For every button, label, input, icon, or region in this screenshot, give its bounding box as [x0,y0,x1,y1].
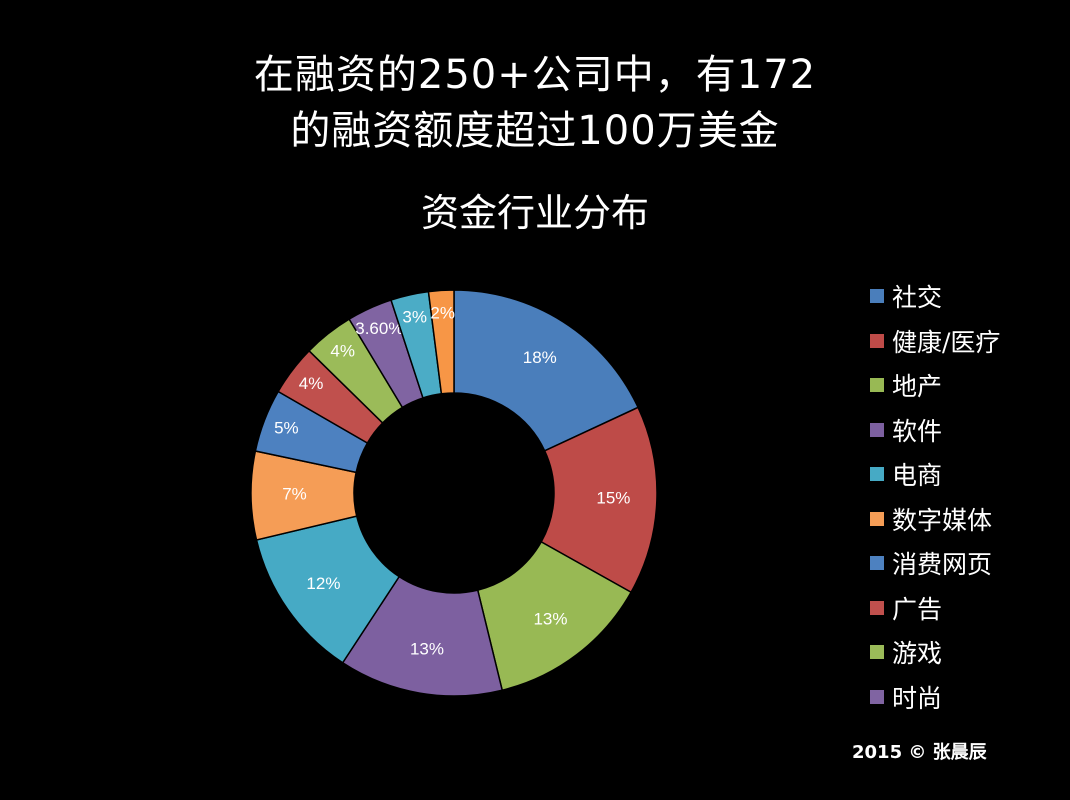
legend-label-6: 消费网页 [892,550,993,580]
legend-label-4: 电商 [892,461,943,491]
data-label-6: 5% [274,418,299,437]
doughnut-slice-0 [453,289,640,452]
headline-line-2: 的融资额度超过100万美金 [290,108,780,154]
legend-label-2: 地产 [892,372,943,402]
legend-item-0: 社交 [870,274,1060,319]
data-label-3: 13% [410,640,444,659]
data-label-7: 4% [299,374,324,393]
legend-label-3: 软件 [892,416,943,446]
doughnut-slice-2 [476,540,633,692]
data-label-2: 13% [533,609,567,628]
legend-swatch-6 [870,556,884,571]
legend-swatch-0 [870,289,884,304]
legend-swatch-8 [870,645,884,660]
legend-item-1: 健康/医疗 [870,319,1060,364]
data-label-4: 12% [306,574,340,593]
legend-label-7: 广告 [892,594,943,624]
data-label-9: 3.60% [355,319,403,338]
legend-item-3: 软件 [870,408,1060,453]
legend-swatch-2 [870,378,884,393]
legend-label-9: 时尚 [892,683,943,713]
headline-line-1: 在融资的250+公司中，有172 [253,52,817,98]
legend-label-1: 健康/医疗 [892,327,1001,357]
data-label-5: 7% [282,484,307,503]
doughnut-slice-3 [341,575,504,697]
data-label-11: 2% [430,303,455,322]
legend-item-9: 时尚 [870,675,1060,720]
legend-item-7: 广告 [870,586,1060,631]
legend-item-4: 电商 [870,452,1060,497]
data-label-1: 15% [596,489,630,508]
legend-item-2: 地产 [870,363,1060,408]
legend-item-8: 游戏 [870,630,1060,675]
legend-swatch-4 [870,467,884,482]
doughnut-slice-11 [427,289,455,395]
data-label-8: 4% [330,342,355,361]
legend-label-0: 社交 [892,283,943,313]
data-label-0: 18% [523,348,557,367]
legend-item-6: 消费网页 [870,541,1060,586]
legend-swatch-3 [870,422,884,437]
legend-swatch-1 [870,333,884,348]
legend-swatch-5 [870,511,884,526]
copyright-notice: 2015 © 张晨辰 [852,742,987,763]
legend-label-8: 游戏 [892,639,943,669]
chart-title: 资金行业分布 [420,191,649,235]
chart-legend: 社交健康/医疗地产软件电商数字媒体消费网页广告游戏时尚 [870,274,1060,719]
doughnut-slice-1 [540,406,658,594]
data-label-10: 3% [402,307,427,326]
legend-item-5: 数字媒体 [870,497,1060,542]
legend-label-5: 数字媒体 [892,505,993,535]
legend-swatch-7 [870,600,884,615]
legend-swatch-9 [870,689,884,704]
